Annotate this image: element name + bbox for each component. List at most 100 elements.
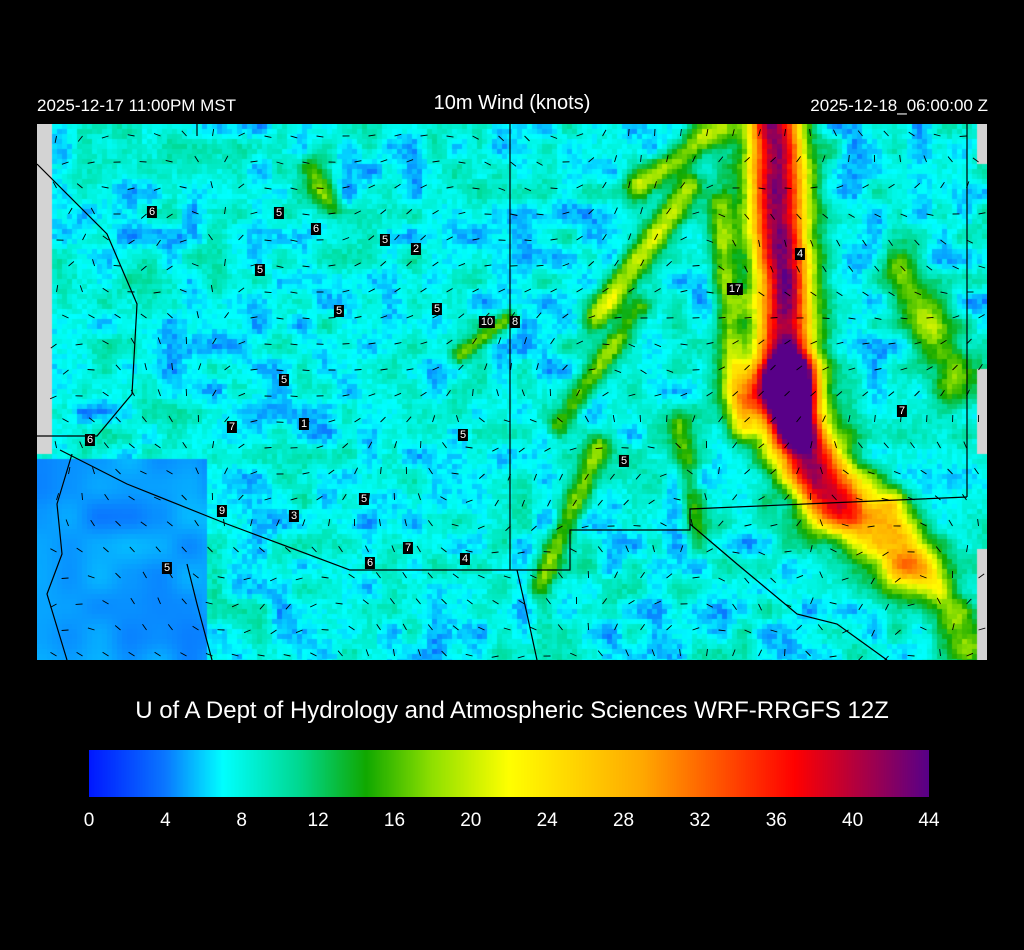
wind-arrow <box>692 627 700 631</box>
wind-arrow <box>446 236 453 241</box>
wind-arrow <box>893 470 901 475</box>
wind-arrow <box>562 364 568 371</box>
wind-arrow <box>888 183 895 189</box>
wind-arrow <box>718 317 726 319</box>
wind-arrow <box>101 135 109 139</box>
wind-arrow <box>547 499 551 507</box>
wind-arrow <box>231 603 239 608</box>
wind-arrow <box>836 239 841 247</box>
wind-arrow <box>744 364 750 371</box>
wind-arrow <box>238 341 246 345</box>
wind-arrow <box>974 468 979 475</box>
wind-arrow <box>368 235 375 241</box>
wind-arrow <box>934 495 941 501</box>
wind-arrow <box>836 185 844 189</box>
wind-arrow <box>666 369 674 373</box>
station-wind-label: 5 <box>161 562 173 574</box>
wind-arrow <box>588 157 595 163</box>
wind-arrow <box>394 441 398 449</box>
wind-arrow <box>784 442 790 449</box>
wind-arrow <box>49 395 57 400</box>
wind-arrow <box>848 415 851 423</box>
wind-arrow <box>692 415 696 423</box>
wind-arrow <box>224 467 229 475</box>
wind-arrow <box>406 209 413 215</box>
wind-arrow <box>458 161 466 164</box>
wind-arrow <box>614 259 619 267</box>
wind-arrow <box>302 519 306 527</box>
wind-arrow <box>576 235 583 241</box>
wind-arrow <box>494 499 499 507</box>
wind-arrow <box>290 187 298 191</box>
wind-arrow <box>243 629 251 634</box>
wind-arrow <box>706 184 714 189</box>
wind-arrow <box>732 239 737 247</box>
wind-arrows <box>49 128 986 660</box>
wind-arrow <box>478 626 485 631</box>
wind-arrow <box>88 314 95 319</box>
wind-arrow <box>810 597 814 605</box>
wind-arrow <box>770 265 774 273</box>
wind-arrow <box>936 597 941 605</box>
wind-arrow <box>744 469 751 475</box>
wind-arrow <box>920 626 927 631</box>
wind-arrow <box>155 546 161 553</box>
wind-arrow <box>154 443 161 449</box>
wind-arrow <box>310 603 317 608</box>
wind-arrow <box>796 213 802 220</box>
colorbar-tick-label: 36 <box>765 810 787 831</box>
wind-arrow <box>223 519 225 527</box>
wind-arrow <box>857 442 863 449</box>
wind-arrow <box>290 291 298 294</box>
wind-arrow <box>380 416 386 423</box>
wind-arrow <box>402 571 407 579</box>
wind-arrow <box>680 236 687 241</box>
wind-arrow <box>784 339 791 345</box>
wind-arrow <box>368 342 376 345</box>
wind-arrow <box>478 417 485 423</box>
wind-arrow <box>744 629 752 634</box>
model-credit: U of A Dept of Hydrology and Atmospheric… <box>135 697 889 724</box>
wind-arrow <box>640 624 645 631</box>
wind-arrow <box>914 390 920 397</box>
wind-arrow <box>348 625 355 631</box>
wind-arrow <box>810 391 817 397</box>
wind-arrow <box>544 447 551 452</box>
wind-arrow <box>389 598 395 605</box>
wind-arrow <box>484 363 488 371</box>
colorbar-tick-label: 20 <box>460 810 482 831</box>
wind-arrow <box>531 525 537 531</box>
wind-arrow <box>192 625 199 631</box>
wind-arrow <box>153 291 161 294</box>
wind-arrow <box>142 571 147 579</box>
wind-arrow <box>935 546 941 553</box>
wind-arrow <box>874 265 880 272</box>
wind-arrow <box>978 627 986 631</box>
wind-arrow <box>233 546 239 553</box>
wind-arrow <box>402 623 407 631</box>
wind-arrow <box>472 135 479 140</box>
wind-arrow <box>465 446 473 449</box>
wind-arrow <box>884 603 889 611</box>
wind-arrow <box>264 239 272 242</box>
wind-arrow <box>576 340 584 345</box>
wind-speed-field <box>37 124 987 660</box>
wind-arrow <box>458 211 466 215</box>
wind-arrow <box>302 213 310 216</box>
colorbar-tick-label: 8 <box>236 810 248 831</box>
wind-arrow <box>796 574 804 579</box>
station-wind-label: 6 <box>364 557 376 569</box>
wind-arrow <box>368 134 376 137</box>
wind-arrow <box>477 525 485 530</box>
station-wind-label: 5 <box>254 264 266 276</box>
wind-arrow <box>732 391 739 397</box>
wind-arrow <box>914 341 922 345</box>
wind-arrow <box>686 469 693 475</box>
wind-arrow <box>406 159 414 163</box>
wind-arrow <box>940 339 947 345</box>
wind-arrow <box>420 134 428 137</box>
map-title: 10m Wind (knots) <box>433 92 591 114</box>
wind-arrow <box>140 470 147 475</box>
wind-arrow <box>290 343 298 346</box>
wind-arrow <box>718 156 724 163</box>
